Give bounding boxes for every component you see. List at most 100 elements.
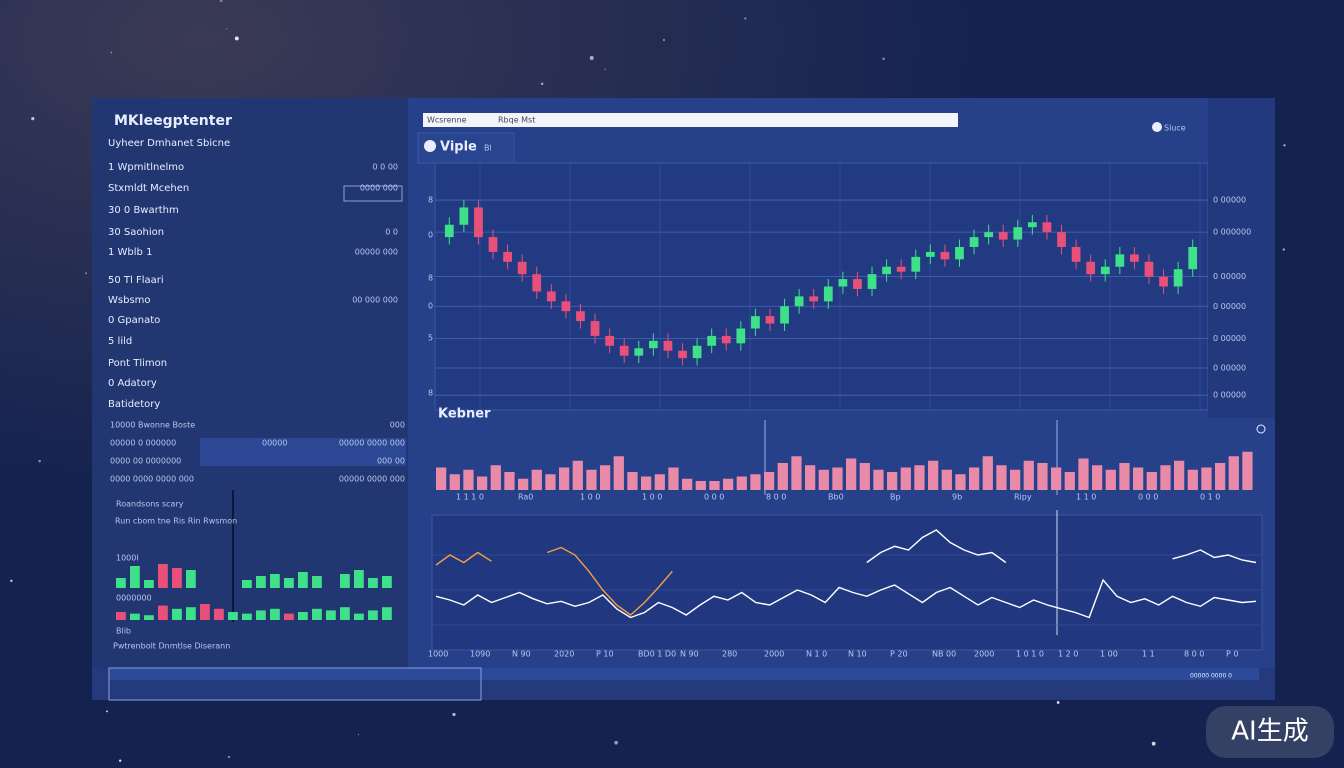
volume-bar — [791, 456, 802, 490]
mini-bar — [214, 608, 224, 620]
x-tick-label: 1 0 1 0 — [1016, 650, 1044, 659]
x-tick-label: 8 0 0 — [1184, 650, 1204, 659]
mini-bar — [144, 580, 154, 588]
candle-body — [590, 321, 600, 336]
table-cell: 00000 0 000000 — [110, 439, 176, 448]
status-bar — [109, 668, 1259, 680]
star — [106, 710, 108, 713]
candle-body — [911, 256, 921, 272]
left-label: 8 — [428, 274, 433, 283]
volume-bar — [1010, 469, 1021, 490]
table-cell: 000 — [390, 421, 405, 430]
candle-body — [1071, 246, 1081, 262]
candle-body — [809, 296, 819, 302]
star — [234, 36, 239, 41]
candle-body — [1027, 222, 1037, 228]
user-icon[interactable] — [1152, 122, 1162, 132]
mini-bar — [256, 610, 266, 620]
table-cell: 0000 00 0000000 — [110, 457, 181, 466]
left-label: 5 — [428, 334, 433, 343]
y-tick-label: 0 00000 — [1213, 272, 1246, 281]
settings-icon[interactable] — [1256, 424, 1266, 434]
line-series — [435, 578, 1257, 619]
mini-bar — [172, 568, 182, 588]
x-tick-label: 0 0 0 — [704, 493, 724, 502]
mini-bar — [284, 578, 294, 588]
volume-bar — [518, 478, 529, 490]
candle-body — [1130, 254, 1139, 262]
x-tick-label: 2000 — [764, 650, 784, 659]
left-label: 0 — [428, 302, 433, 311]
sidebar-item: 1 Wblb 1 — [108, 247, 152, 258]
mini-bar — [340, 607, 350, 620]
candle-body — [736, 328, 746, 344]
table-cell: 000 00 — [377, 457, 405, 466]
table-cell: 00000 — [262, 439, 287, 448]
mini-bar — [298, 612, 308, 620]
candle-body — [1013, 227, 1023, 240]
sidebar-box[interactable] — [343, 185, 403, 202]
star — [38, 459, 41, 463]
candle-body — [853, 279, 862, 289]
x-tick-label: P 0 — [1226, 650, 1238, 659]
candle-body — [546, 291, 556, 302]
volume-bar — [1215, 463, 1226, 490]
x-tick-label: Ra0 — [518, 493, 533, 502]
watermark — [1206, 706, 1334, 758]
candle-body — [925, 251, 935, 257]
tab[interactable] — [417, 132, 515, 164]
mini-bar — [284, 613, 294, 620]
x-tick-label: 0 1 0 — [1200, 493, 1220, 502]
candle-body — [444, 224, 454, 238]
candle-body — [678, 350, 687, 359]
mini-bar — [228, 612, 238, 620]
sidebar-item: Wsbsmo — [108, 295, 151, 306]
left-label: 0 — [428, 231, 433, 240]
sidebar-value: 0000 000 — [360, 184, 398, 193]
x-tick-label: 280 — [722, 650, 737, 659]
search-bar[interactable] — [423, 113, 958, 127]
volume-bar — [1078, 458, 1089, 490]
x-tick-label: Bb0 — [828, 493, 844, 502]
sidebar-title: MKleegptenter — [114, 113, 232, 129]
table-cell: 10000 Bwonne Boste — [110, 421, 195, 430]
price-plot — [434, 162, 1209, 411]
x-tick-label: 2000 — [974, 650, 994, 659]
mini-bar — [270, 608, 280, 620]
candle-body — [955, 246, 964, 260]
candle-body — [1086, 261, 1096, 275]
sidebar-item: 50 Tl Flaari — [108, 275, 164, 286]
tab-label[interactable]: Viple — [440, 140, 477, 155]
mini-label: 0000000 — [116, 594, 152, 603]
x-tick-label: 1 1 — [1142, 650, 1155, 659]
volume-bar — [1201, 467, 1212, 490]
sidebar-footer: Blib — [116, 627, 131, 636]
volume-bar — [682, 478, 693, 490]
y-tick-label: 0 00000 — [1213, 391, 1246, 400]
candle-body — [984, 232, 994, 238]
mini-bar — [368, 610, 378, 620]
sidebar-item: Batidetory — [108, 399, 160, 410]
volume-bar — [1037, 463, 1048, 490]
candle-body — [1159, 276, 1168, 287]
star — [31, 117, 35, 121]
volume-bar — [996, 465, 1007, 490]
candle-body — [532, 274, 542, 292]
candle-body — [576, 311, 585, 322]
volume-bar — [586, 469, 597, 490]
candle-body — [561, 301, 571, 312]
candle-body — [751, 316, 760, 329]
x-tick-label: 1000 — [428, 650, 448, 659]
mini-bar — [256, 576, 266, 588]
volume-bar — [709, 481, 720, 490]
y-tick-label: 0 00000 — [1213, 302, 1246, 311]
candle-body — [969, 237, 979, 247]
volume-bar — [982, 456, 993, 490]
candle-body — [605, 335, 615, 346]
volume-bar — [1242, 451, 1253, 490]
left-label: 8 — [428, 389, 433, 398]
volume-bar — [477, 476, 488, 490]
volume-bar — [914, 465, 925, 490]
